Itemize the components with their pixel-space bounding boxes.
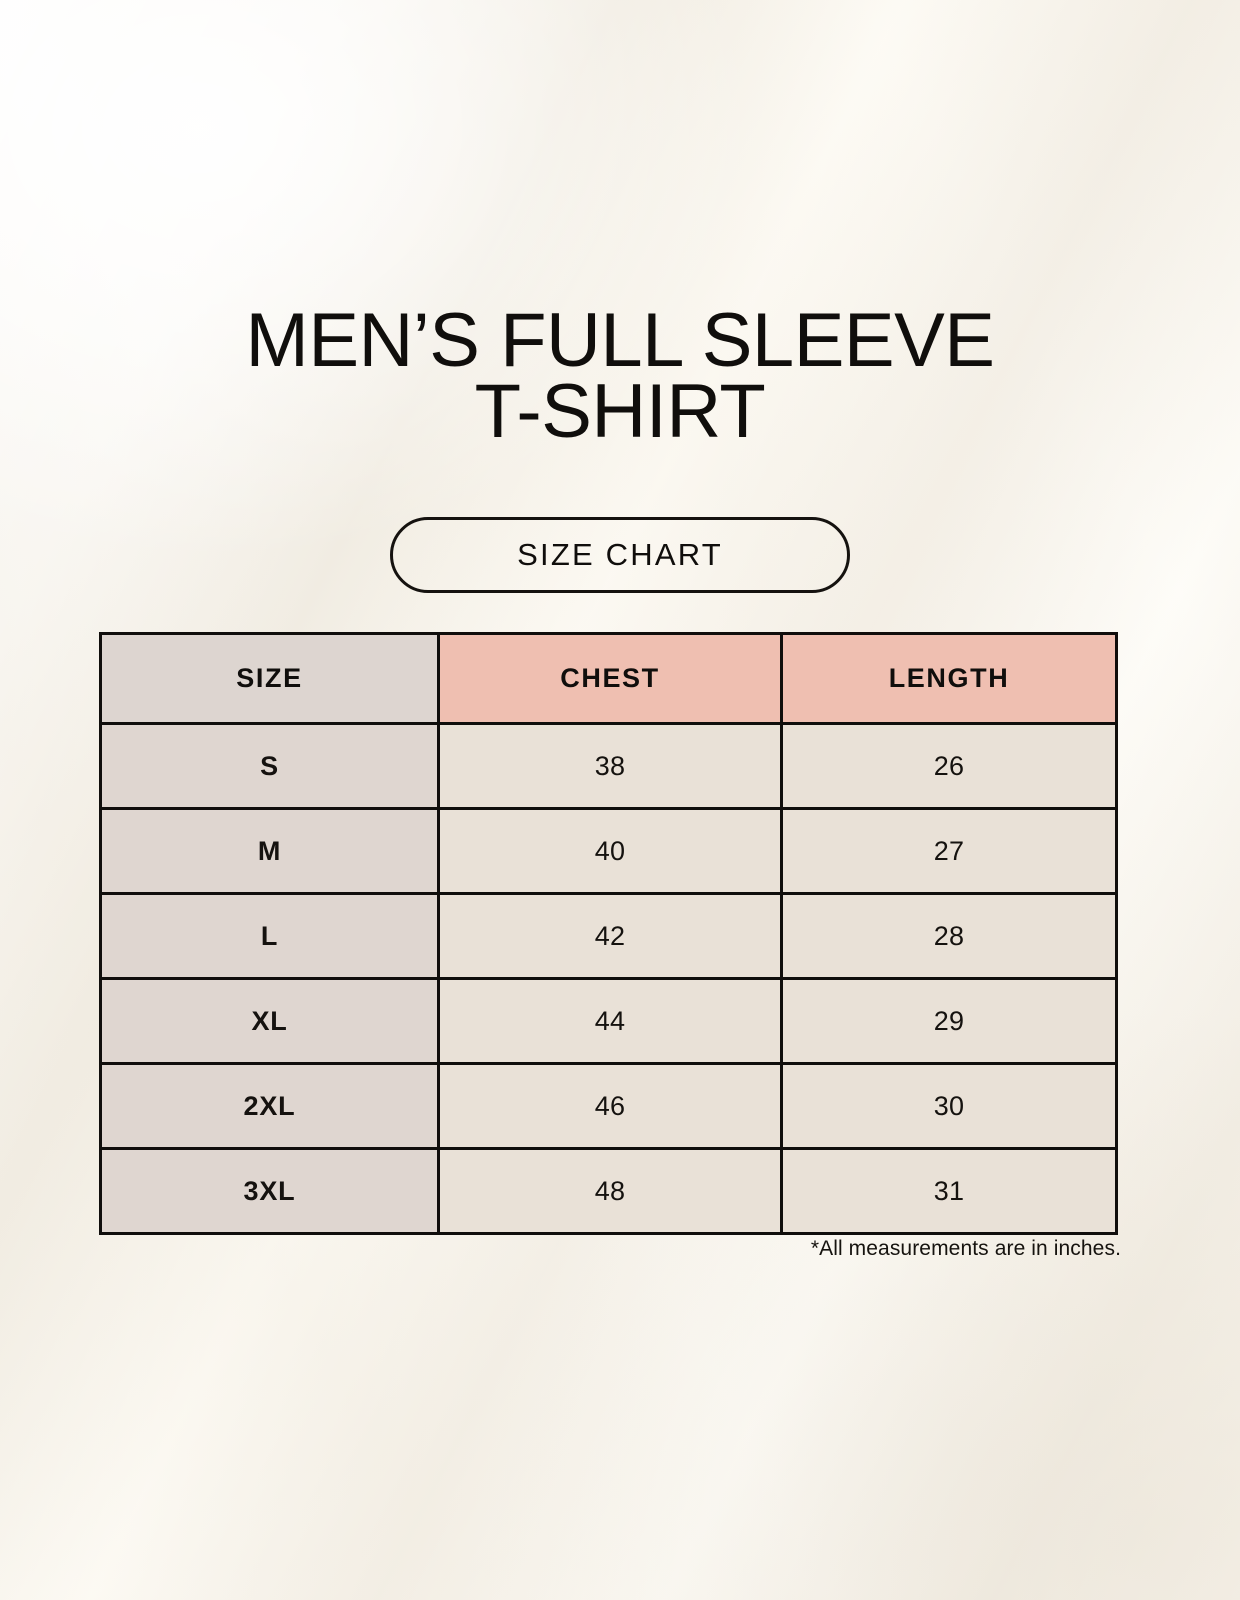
cell-size: 2XL <box>98 1062 441 1150</box>
cell-size: M <box>98 807 441 895</box>
measurements-footnote: *All measurements are in inches. <box>810 1237 1121 1260</box>
cell-chest: 46 <box>437 1062 784 1150</box>
size-chart-badge-wrap: SIZE CHART <box>0 517 1240 593</box>
cell-length: 29 <box>780 977 1118 1065</box>
cell-size: L <box>98 892 441 980</box>
cell-length: 31 <box>780 1147 1118 1235</box>
cell-length: 28 <box>780 892 1118 980</box>
column-header-chest: CHEST <box>437 632 784 725</box>
table-row: 3XL 48 31 <box>98 1147 1118 1235</box>
cell-length: 27 <box>780 807 1118 895</box>
cell-chest: 38 <box>437 722 784 810</box>
table-row: 2XL 46 30 <box>98 1062 1118 1150</box>
cell-size: S <box>98 722 441 810</box>
table-row: L 42 28 <box>98 892 1118 980</box>
column-header-length: LENGTH <box>780 632 1118 725</box>
size-table-head: SIZE CHEST LENGTH <box>98 632 1118 725</box>
cell-chest: 42 <box>437 892 784 980</box>
cell-chest: 44 <box>437 977 784 1065</box>
size-table: SIZE CHEST LENGTH S 38 26 M 40 27 L <box>98 632 1118 1235</box>
table-header-row: SIZE CHEST LENGTH <box>98 632 1118 725</box>
size-chart-badge: SIZE CHART <box>390 517 850 593</box>
cell-size: XL <box>98 977 441 1065</box>
cell-length: 30 <box>780 1062 1118 1150</box>
table-row: M 40 27 <box>98 807 1118 895</box>
cell-length: 26 <box>780 722 1118 810</box>
column-header-size: SIZE <box>98 632 441 725</box>
table-row: S 38 26 <box>98 722 1118 810</box>
page-title: MEN’S FULL SLEEVE T-SHIRT <box>245 298 995 454</box>
cell-chest: 48 <box>437 1147 784 1235</box>
cell-size: 3XL <box>98 1147 441 1235</box>
cell-chest: 40 <box>437 807 784 895</box>
table-row: XL 44 29 <box>98 977 1118 1065</box>
size-table-wrap: SIZE CHEST LENGTH S 38 26 M 40 27 L <box>98 632 1118 1235</box>
size-table-body: S 38 26 M 40 27 L 42 28 XL 44 29 <box>98 722 1118 1235</box>
